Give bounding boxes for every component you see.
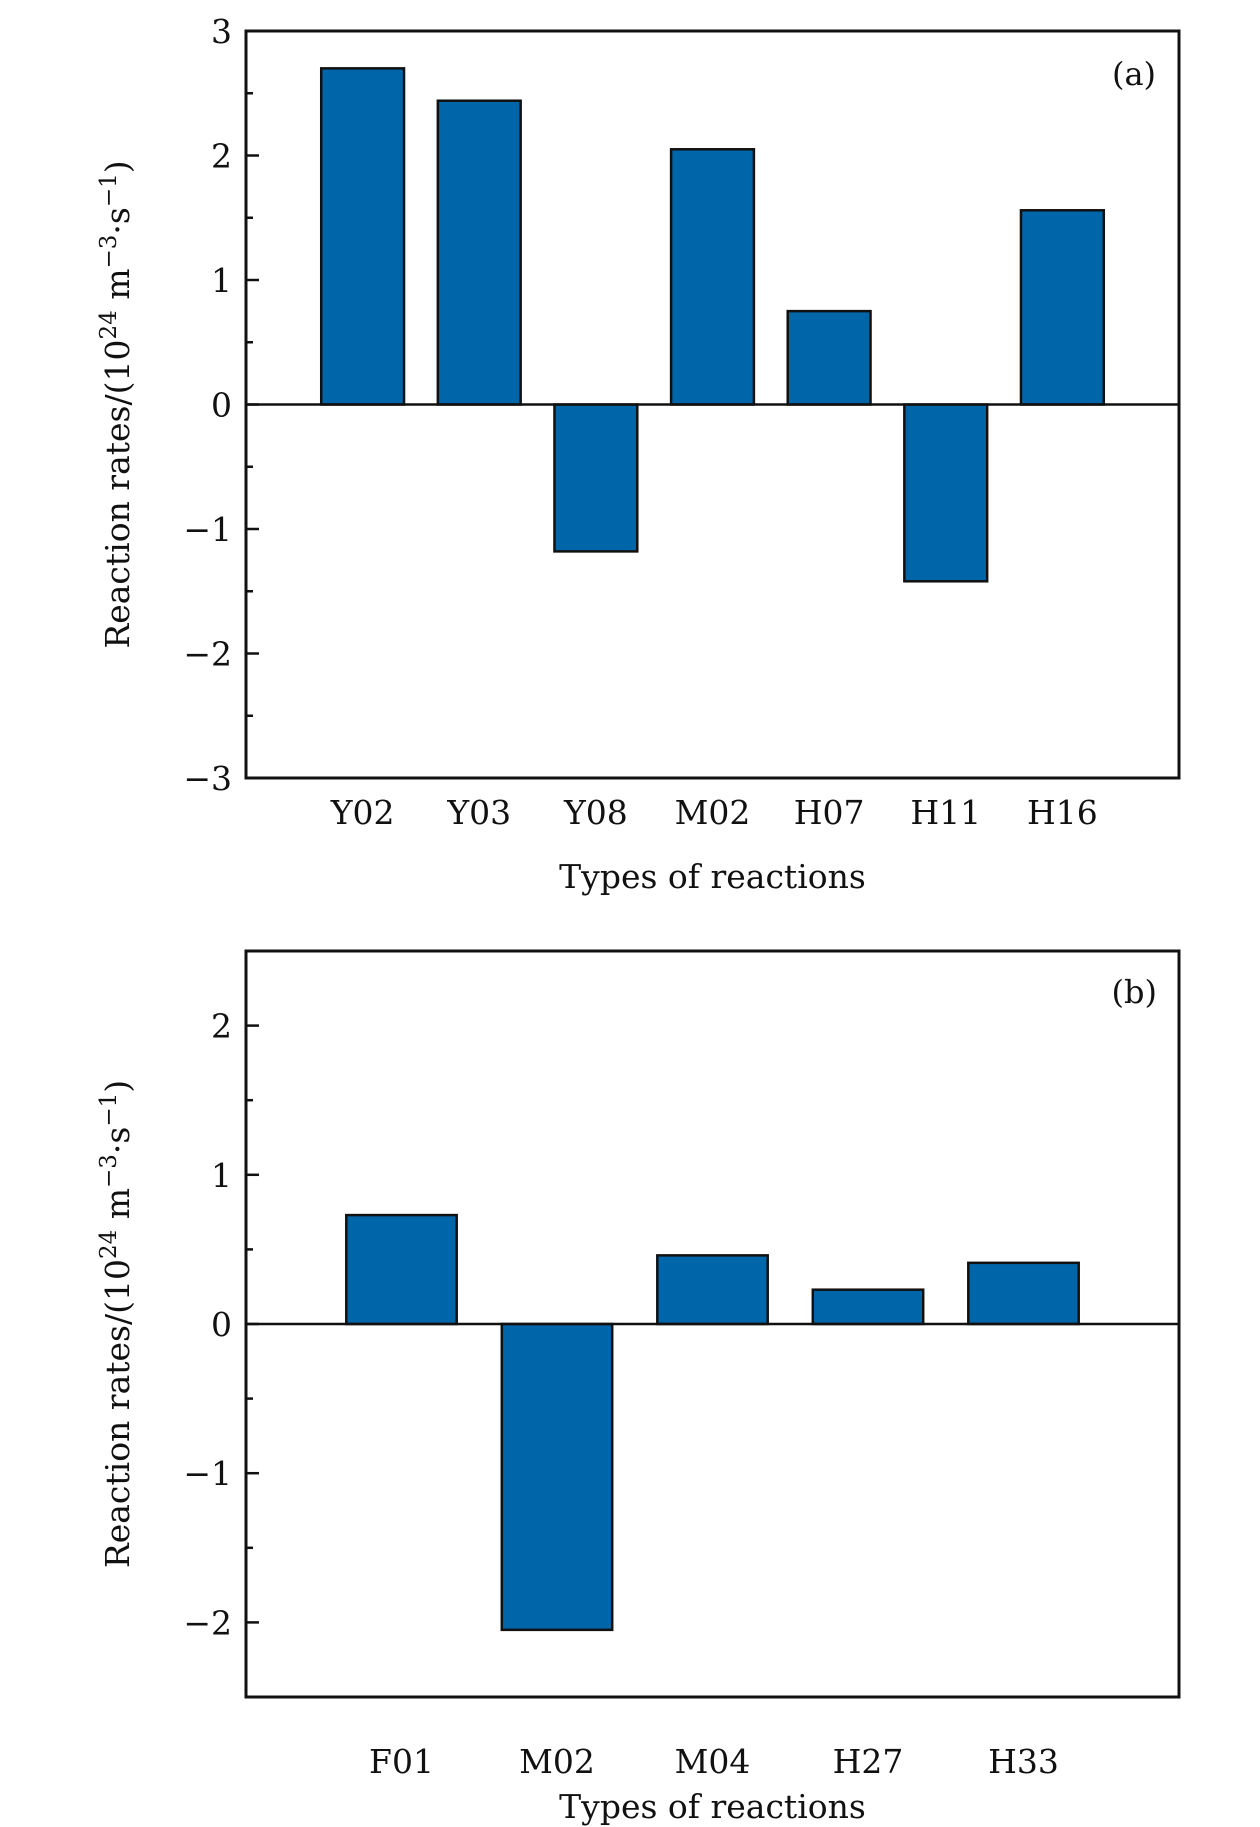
x-tick-label: M02 [519, 1742, 595, 1781]
y-tick-label: 0 [211, 386, 232, 425]
y-axis-title: Reaction rates/(1024 m−3·s−1) [96, 160, 137, 648]
y-axis-title: Reaction rates/(1024 m−3·s−1) [96, 1080, 137, 1568]
bar-m04 [656, 1254, 769, 1326]
bar-y08 [553, 403, 639, 553]
x-tick-label: H27 [833, 1742, 904, 1781]
y-tick-label: 3 [211, 12, 232, 51]
y-axis-title-superscript: −1 [96, 173, 122, 207]
y-axis-title-superscript: −1 [96, 1093, 122, 1127]
y-axis-title-superscript: −3 [96, 1154, 122, 1188]
y-axis-title-text: m [98, 1188, 137, 1230]
bar-h11 [903, 403, 989, 583]
y-axis-title-text: m [98, 268, 137, 310]
y-axis-title-text: ·s [98, 207, 137, 234]
y-tick-label: −2 [183, 635, 232, 674]
x-tick-label: M02 [675, 793, 751, 832]
y-tick-label: 2 [211, 137, 232, 176]
x-tick-label: H16 [1027, 793, 1098, 832]
y-axis-title-text: ) [98, 160, 137, 173]
x-tick-label: H11 [910, 793, 981, 832]
bar-f01 [345, 1213, 458, 1326]
y-tick-label: −1 [183, 510, 232, 549]
x-tick-label: H07 [794, 793, 865, 832]
x-tick-label: H33 [988, 1742, 1059, 1781]
y-tick-label: 1 [211, 261, 232, 300]
bar-y02 [319, 67, 406, 406]
x-tick-label: M04 [675, 1742, 751, 1781]
panel-label: (a) [1112, 55, 1156, 93]
panel-b-chart: −2 −1 0 1 2 F01 M02 M04 H27 H33 Types of reactions… [96, 949, 1181, 1826]
y-axis-title-superscript: −3 [96, 235, 122, 269]
bar-y03 [436, 99, 522, 406]
y-axis-title-text: Reaction rates/(10 [98, 1259, 137, 1568]
y-axis-title-superscript: 24 [96, 310, 122, 339]
y-tick-label: −1 [183, 1454, 232, 1493]
x-tick-label: Y03 [446, 793, 511, 832]
bar-m02 [500, 1322, 614, 1632]
y-tick-label: −3 [183, 759, 232, 798]
bar-m02 [669, 148, 756, 406]
panel-a-chart: −3 −2 −1 0 1 2 3 Y02 Y03 Y08 M02 H07 H11 H16 Types of … [96, 12, 1181, 896]
bar-h27 [811, 1288, 925, 1326]
x-tick-label: Y02 [330, 793, 395, 832]
y-axis-title-text: ·s [98, 1127, 137, 1154]
y-tick-label: 0 [211, 1305, 232, 1344]
bar-h07 [786, 309, 872, 406]
x-axis-title: Types of reactions [559, 1787, 866, 1826]
y-tick-label: 2 [211, 1007, 232, 1046]
y-axis-title-text: ) [98, 1080, 137, 1093]
y-tick-label: 1 [211, 1156, 232, 1195]
y-tick-label: −2 [183, 1603, 232, 1642]
y-axis-title-superscript: 24 [96, 1230, 122, 1259]
x-tick-label: Y08 [563, 793, 628, 832]
bar-h33 [967, 1261, 1080, 1326]
x-axis-title: Types of reactions [559, 857, 866, 896]
x-tick-label: F01 [369, 1742, 434, 1781]
bar-h16 [1019, 209, 1106, 406]
y-axis-title-text: Reaction rates/(10 [98, 340, 137, 649]
panel-label: (b) [1112, 973, 1157, 1011]
